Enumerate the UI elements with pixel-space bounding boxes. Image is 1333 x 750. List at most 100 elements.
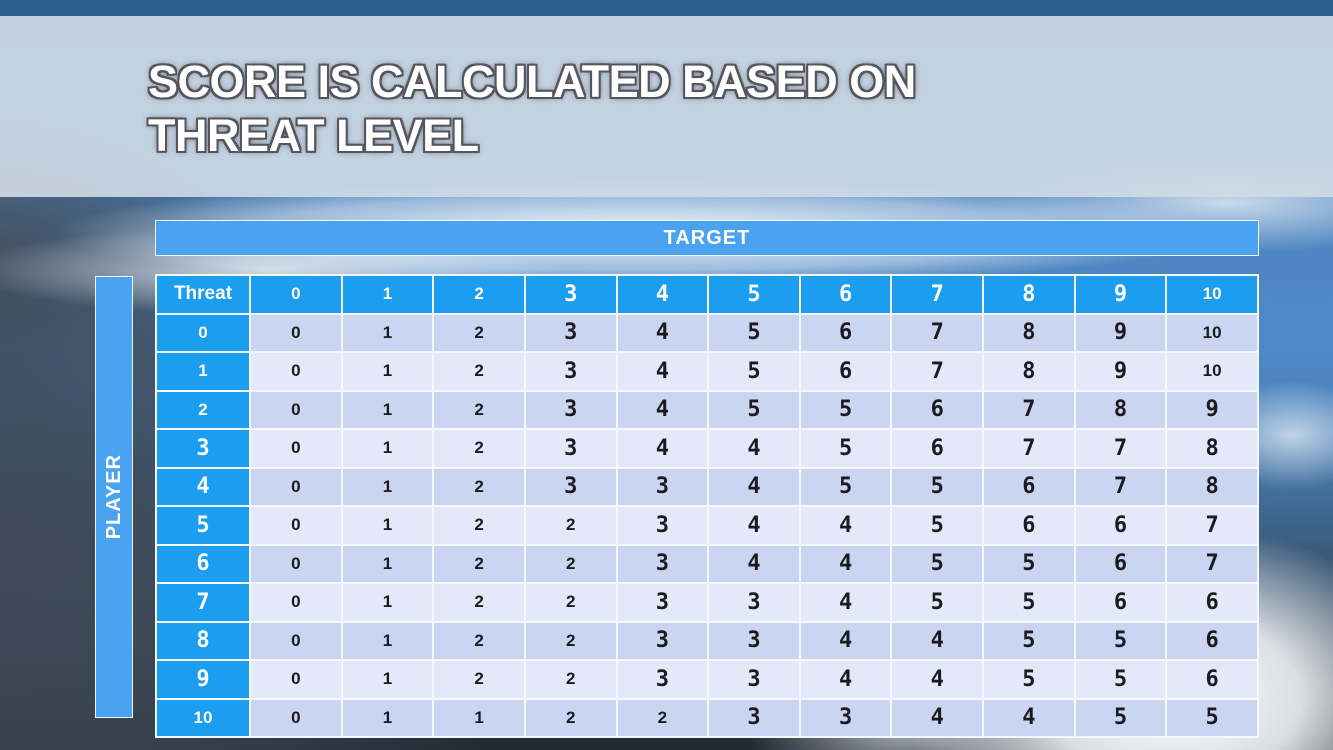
score-cell-r8-c9: 5 bbox=[1073, 620, 1168, 661]
score-cell-r8-c6: 4 bbox=[798, 620, 893, 661]
score-cell-r3-c6: 5 bbox=[798, 428, 893, 469]
row-header-6: 6 bbox=[155, 543, 251, 584]
score-cell-r0-c2: 2 bbox=[432, 312, 526, 353]
target-axis-label: TARGET bbox=[663, 226, 751, 249]
score-cell-r2-c8: 7 bbox=[982, 389, 1076, 430]
corner-cell-threat: Threat bbox=[155, 274, 251, 315]
score-cell-r3-c7: 6 bbox=[890, 428, 984, 469]
score-cell-r3-c9: 7 bbox=[1073, 428, 1168, 469]
score-cell-r3-c10: 8 bbox=[1165, 428, 1259, 469]
score-cell-r0-c9: 9 bbox=[1073, 312, 1168, 353]
score-cell-r4-c3: 3 bbox=[523, 466, 618, 507]
score-cell-r10-c3: 2 bbox=[523, 697, 618, 738]
score-cell-r9-c10: 6 bbox=[1165, 659, 1259, 700]
score-cell-r2-c2: 2 bbox=[432, 389, 526, 430]
score-cell-r2-c7: 6 bbox=[890, 389, 984, 430]
score-cell-r4-c9: 7 bbox=[1073, 466, 1168, 507]
score-cell-r4-c10: 8 bbox=[1165, 466, 1259, 507]
score-cell-r6-c1: 1 bbox=[340, 543, 435, 584]
score-cell-r9-c0: 0 bbox=[249, 659, 343, 700]
player-axis-label: PLAYER bbox=[102, 454, 125, 540]
score-cell-r2-c5: 5 bbox=[707, 389, 801, 430]
score-cell-r1-c9: 9 bbox=[1073, 351, 1168, 392]
score-cell-r5-c9: 6 bbox=[1073, 505, 1168, 546]
score-cell-r7-c5: 3 bbox=[707, 582, 801, 623]
score-cell-r9-c4: 3 bbox=[615, 659, 710, 700]
score-cell-r5-c5: 4 bbox=[707, 505, 801, 546]
row-header-10: 10 bbox=[155, 697, 251, 738]
col-header-7: 7 bbox=[890, 274, 984, 315]
score-cell-r7-c3: 2 bbox=[523, 582, 618, 623]
score-cell-r2-c4: 4 bbox=[615, 389, 710, 430]
score-cell-r4-c8: 6 bbox=[982, 466, 1076, 507]
col-header-5: 5 bbox=[707, 274, 801, 315]
score-cell-r5-c3: 2 bbox=[523, 505, 618, 546]
score-cell-r5-c6: 4 bbox=[798, 505, 893, 546]
score-cell-r3-c5: 4 bbox=[707, 428, 801, 469]
score-cell-r9-c7: 4 bbox=[890, 659, 984, 700]
score-cell-r6-c0: 0 bbox=[249, 543, 343, 584]
score-cell-r4-c4: 3 bbox=[615, 466, 710, 507]
score-cell-r5-c8: 6 bbox=[982, 505, 1076, 546]
title-band bbox=[0, 16, 1333, 197]
score-cell-r10-c7: 4 bbox=[890, 697, 984, 738]
score-cell-r8-c2: 2 bbox=[432, 620, 526, 661]
score-cell-r0-c4: 4 bbox=[615, 312, 710, 353]
score-row-10: 10 0 1 1 2 2 3 3 4 4 5 5 bbox=[155, 697, 1259, 738]
score-table: Threat 0 1 2 3 4 5 6 7 8 9 10 0 0 1 2 3 4 5 6 7 8 9 10 1 0 1 2 3 4 5 6 7… bbox=[155, 274, 1259, 738]
score-cell-r4-c2: 2 bbox=[432, 466, 526, 507]
col-header-2: 2 bbox=[432, 274, 526, 315]
score-cell-r1-c8: 8 bbox=[982, 351, 1076, 392]
header-row: Threat 0 1 2 3 4 5 6 7 8 9 10 bbox=[155, 274, 1259, 315]
score-cell-r10-c5: 3 bbox=[707, 697, 801, 738]
score-cell-r9-c6: 4 bbox=[798, 659, 893, 700]
score-cell-r8-c1: 1 bbox=[340, 620, 435, 661]
score-cell-r1-c6: 6 bbox=[798, 351, 893, 392]
score-cell-r4-c6: 5 bbox=[798, 466, 893, 507]
score-cell-r0-c8: 8 bbox=[982, 312, 1076, 353]
col-header-8: 8 bbox=[982, 274, 1076, 315]
score-cell-r0-c6: 6 bbox=[798, 312, 893, 353]
score-cell-r3-c4: 4 bbox=[615, 428, 710, 469]
player-axis-band: PLAYER bbox=[95, 276, 133, 718]
score-row-0: 0 0 1 2 3 4 5 6 7 8 9 10 bbox=[155, 312, 1259, 353]
score-cell-r1-c3: 3 bbox=[523, 351, 618, 392]
row-header-8: 8 bbox=[155, 620, 251, 661]
col-header-10: 10 bbox=[1165, 274, 1259, 315]
score-cell-r3-c0: 0 bbox=[249, 428, 343, 469]
score-cell-r1-c2: 2 bbox=[432, 351, 526, 392]
score-cell-r10-c9: 5 bbox=[1073, 697, 1168, 738]
score-cell-r0-c10: 10 bbox=[1165, 312, 1259, 353]
score-cell-r6-c9: 6 bbox=[1073, 543, 1168, 584]
score-cell-r8-c8: 5 bbox=[982, 620, 1076, 661]
score-cell-r1-c5: 5 bbox=[707, 351, 801, 392]
score-cell-r3-c8: 7 bbox=[982, 428, 1076, 469]
score-cell-r6-c8: 5 bbox=[982, 543, 1076, 584]
score-cell-r10-c0: 0 bbox=[249, 697, 343, 738]
score-cell-r1-c4: 4 bbox=[615, 351, 710, 392]
score-cell-r7-c2: 2 bbox=[432, 582, 526, 623]
score-cell-r9-c5: 3 bbox=[707, 659, 801, 700]
score-cell-r5-c0: 0 bbox=[249, 505, 343, 546]
score-cell-r8-c7: 4 bbox=[890, 620, 984, 661]
score-cell-r10-c6: 3 bbox=[798, 697, 893, 738]
score-cell-r1-c7: 7 bbox=[890, 351, 984, 392]
col-header-3: 3 bbox=[523, 274, 618, 315]
score-cell-r6-c7: 5 bbox=[890, 543, 984, 584]
score-cell-r8-c0: 0 bbox=[249, 620, 343, 661]
score-cell-r5-c10: 7 bbox=[1165, 505, 1259, 546]
row-header-5: 5 bbox=[155, 505, 251, 546]
score-cell-r4-c0: 0 bbox=[249, 466, 343, 507]
score-cell-r3-c2: 2 bbox=[432, 428, 526, 469]
score-cell-r2-c6: 5 bbox=[798, 389, 893, 430]
score-cell-r0-c3: 3 bbox=[523, 312, 618, 353]
score-cell-r4-c1: 1 bbox=[340, 466, 435, 507]
score-cell-r6-c2: 2 bbox=[432, 543, 526, 584]
score-cell-r2-c0: 0 bbox=[249, 389, 343, 430]
score-cell-r7-c9: 6 bbox=[1073, 582, 1168, 623]
